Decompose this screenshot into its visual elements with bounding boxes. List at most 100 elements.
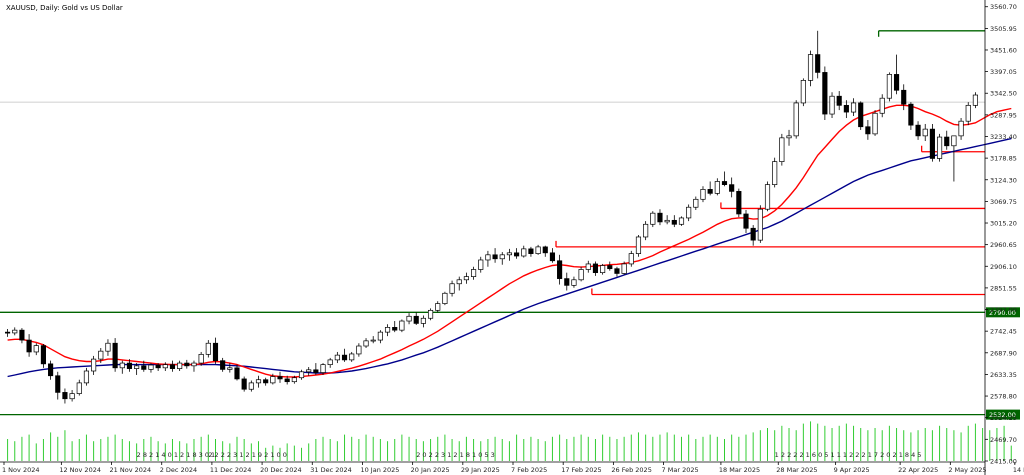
candle[interactable] [671, 215, 677, 228]
candle[interactable] [298, 369, 305, 380]
candle[interactable] [678, 216, 685, 226]
candle[interactable] [69, 390, 75, 402]
candle[interactable] [872, 110, 878, 136]
candle[interactable] [858, 101, 864, 130]
candle[interactable] [220, 357, 226, 372]
candle[interactable] [521, 245, 527, 258]
candle[interactable] [277, 371, 283, 383]
candle[interactable] [169, 360, 176, 372]
candle[interactable] [958, 118, 964, 140]
candle[interactable] [427, 308, 434, 321]
candle[interactable] [879, 94, 885, 118]
candle[interactable] [729, 177, 735, 198]
candle[interactable] [865, 120, 871, 140]
candle[interactable] [600, 263, 606, 275]
candle[interactable] [83, 367, 90, 386]
candle[interactable] [714, 178, 720, 196]
candle[interactable] [363, 338, 369, 348]
candle[interactable] [843, 100, 849, 119]
candle[interactable] [191, 360, 197, 372]
candle[interactable] [693, 196, 699, 211]
candle[interactable] [757, 205, 763, 243]
candle[interactable] [62, 388, 68, 404]
candle[interactable] [514, 248, 520, 259]
candle[interactable] [349, 351, 355, 362]
candle[interactable] [234, 364, 240, 381]
candle[interactable] [915, 121, 921, 140]
levels-layer[interactable]: 2790.00 2532.00 [0, 30, 1020, 420]
candle[interactable] [779, 133, 785, 166]
candle[interactable] [786, 129, 792, 146]
candle[interactable] [822, 66, 828, 121]
candle[interactable] [944, 130, 950, 150]
candle[interactable] [506, 248, 512, 261]
candle[interactable] [650, 211, 656, 228]
candle[interactable] [793, 100, 799, 139]
candles-layer[interactable] [5, 30, 978, 404]
candle[interactable] [291, 375, 297, 384]
candle[interactable] [112, 338, 118, 372]
candle[interactable] [635, 234, 642, 257]
candle[interactable] [471, 266, 477, 280]
candle[interactable] [384, 324, 391, 337]
candle[interactable] [499, 252, 505, 265]
candle[interactable] [320, 363, 326, 375]
candle[interactable] [270, 373, 276, 385]
candle[interactable] [736, 188, 742, 218]
candle[interactable] [557, 254, 563, 285]
candle[interactable] [686, 204, 692, 222]
candle[interactable] [48, 360, 54, 380]
candle[interactable] [177, 360, 183, 371]
candle[interactable] [198, 351, 204, 366]
candle[interactable] [162, 362, 168, 371]
candle[interactable] [148, 363, 154, 373]
candle[interactable] [585, 260, 591, 273]
candle[interactable] [700, 186, 706, 203]
candle[interactable] [901, 84, 907, 111]
candle[interactable] [807, 50, 814, 87]
candle[interactable] [263, 377, 269, 386]
candle[interactable] [542, 245, 548, 257]
candle[interactable] [772, 157, 778, 188]
candle[interactable] [184, 359, 190, 369]
candle[interactable] [341, 348, 348, 362]
candle[interactable] [592, 261, 599, 276]
candle[interactable] [33, 343, 39, 356]
candle[interactable] [205, 340, 211, 358]
candle[interactable] [571, 276, 577, 288]
candle[interactable] [392, 321, 398, 333]
candle[interactable] [621, 261, 627, 275]
candle[interactable] [255, 375, 262, 388]
candle[interactable] [721, 171, 728, 187]
candle[interactable] [850, 98, 857, 117]
candle[interactable] [91, 355, 97, 375]
candle[interactable] [449, 280, 455, 297]
candle[interactable] [406, 313, 412, 325]
candle[interactable] [141, 360, 147, 372]
candle[interactable] [893, 54, 900, 95]
candle[interactable] [26, 334, 32, 357]
candle[interactable] [356, 343, 362, 357]
candle[interactable] [535, 244, 541, 255]
candle[interactable] [377, 330, 383, 344]
candle[interactable] [5, 328, 11, 337]
candle[interactable] [528, 246, 534, 257]
candle[interactable] [972, 92, 978, 109]
candle[interactable] [12, 327, 18, 336]
candle[interactable] [936, 133, 943, 162]
candle[interactable] [886, 72, 892, 102]
candle[interactable] [607, 261, 613, 271]
candle[interactable] [815, 30, 821, 79]
candle[interactable] [98, 347, 104, 364]
candle[interactable] [76, 379, 82, 396]
candle[interactable] [126, 359, 133, 372]
candle[interactable] [19, 328, 25, 344]
candle[interactable] [313, 363, 319, 375]
candle[interactable] [836, 91, 842, 111]
candle[interactable] [922, 123, 928, 142]
candle[interactable] [564, 272, 570, 291]
candle[interactable] [951, 135, 957, 182]
candle[interactable] [657, 209, 663, 226]
candle[interactable] [40, 344, 47, 368]
